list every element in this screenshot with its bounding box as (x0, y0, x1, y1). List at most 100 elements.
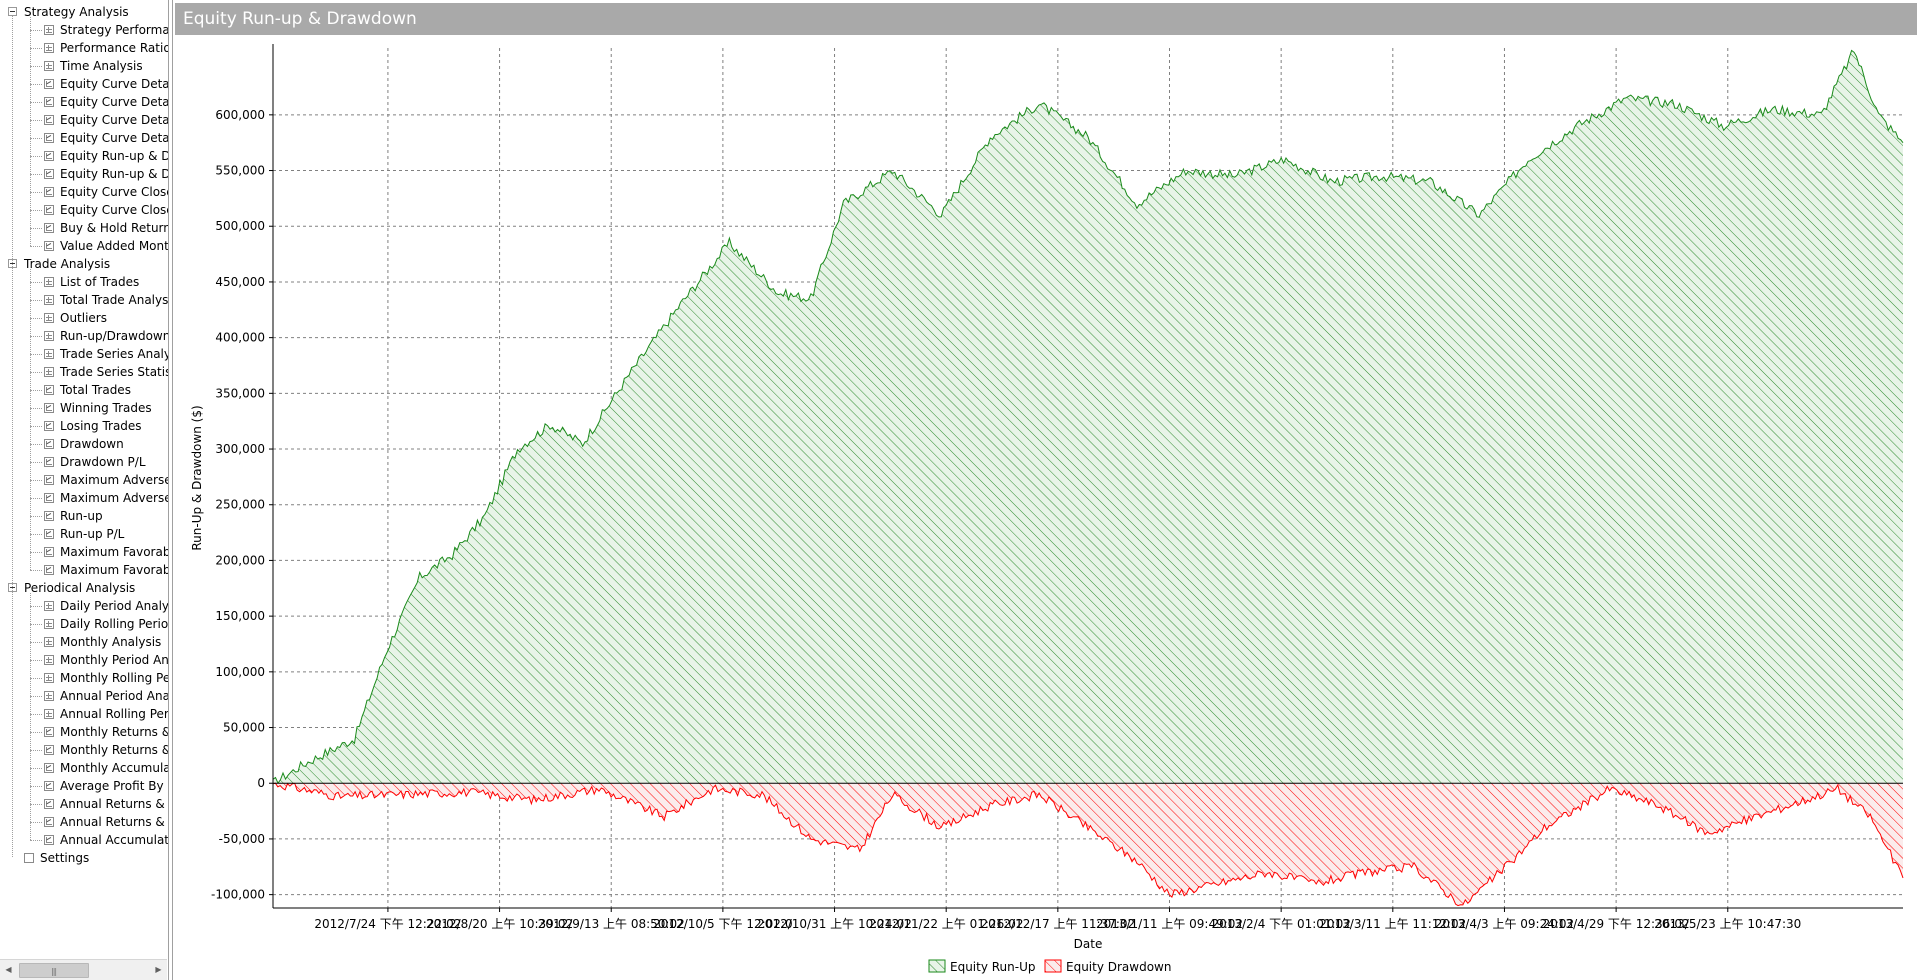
tree-horizontal-scrollbar[interactable]: ◀ ||| ▶ (0, 959, 167, 980)
tree-item[interactable]: Drawdown P/L (0, 453, 168, 471)
tree-item[interactable]: Equity Curve Close (0, 183, 168, 201)
tree-item-label: Drawdown (60, 437, 124, 451)
tree-item[interactable]: Maximum Adverse (0, 471, 168, 489)
tree-connector (30, 768, 42, 769)
tree-item[interactable]: Monthly Analysis (0, 633, 168, 651)
tree-item[interactable]: Total Trades (0, 381, 168, 399)
tree-item[interactable]: Equity Curve Detail (0, 111, 168, 129)
tree-group-2[interactable]: Periodical Analysis (0, 579, 168, 597)
tree-item[interactable]: Annual Returns & D (0, 795, 168, 813)
tree-item[interactable]: Performance Ratios (0, 39, 168, 57)
tree-item[interactable]: Equity Curve Close (0, 201, 168, 219)
tree-item[interactable]: Winning Trades (0, 399, 168, 417)
tree-item[interactable]: Monthly Rolling Pe (0, 669, 168, 687)
tree-connector (30, 642, 42, 643)
y-axis-label: Run-Up & Drawdown ($) (190, 405, 204, 550)
tree-item[interactable]: Total Trade Analysi (0, 291, 168, 309)
report-chart-icon (44, 439, 54, 449)
tree-item[interactable]: Buy & Hold Return (0, 219, 168, 237)
tree-connector (30, 552, 42, 553)
tree-item-label: Equity Curve Close (60, 185, 168, 199)
tree-item[interactable]: Maximum Favorab (0, 561, 168, 579)
tree-settings-label: Settings (40, 851, 90, 865)
tree-group-1[interactable]: Trade Analysis (0, 255, 168, 273)
report-chart-icon (44, 835, 54, 845)
tree-item[interactable]: Monthly Accumulat (0, 759, 168, 777)
tree-item-label: Performance Ratios (60, 41, 168, 55)
tree-group-label: Trade Analysis (24, 257, 111, 271)
tree-connector (30, 696, 42, 697)
tree-item-label: Trade Series Statist (60, 365, 168, 379)
tree-item[interactable]: Trade Series Analys (0, 345, 168, 363)
tree-item[interactable]: Run-up (0, 507, 168, 525)
report-chart-icon (44, 187, 54, 197)
tree-item[interactable]: Monthly Period Ana (0, 651, 168, 669)
tree-item-label: Equity Curve Close (60, 203, 168, 217)
tree-item-label: Equity Run-up & Dr (60, 167, 168, 181)
tree-item[interactable]: Value Added Mont (0, 237, 168, 255)
x-tick-label: 2012/7/24 下午 12:22:02 (314, 917, 461, 931)
tree-item-label: Equity Curve Detail (60, 77, 168, 91)
tree-item[interactable]: Strategy Performar (0, 21, 168, 39)
tree-item[interactable]: Annual Period Anal (0, 687, 168, 705)
report-table-icon (44, 673, 54, 683)
tree-item-label: Equity Run-up & Dr (60, 149, 168, 163)
tree-connector (30, 534, 42, 535)
tree-connector (30, 282, 42, 283)
report-table-icon (44, 709, 54, 719)
tree-item[interactable]: Equity Curve Detail (0, 129, 168, 147)
tree-item[interactable]: Annual Accumulativ (0, 831, 168, 849)
scrollbar-thumb[interactable]: ||| (19, 963, 89, 978)
y-tick-label: 500,000 (215, 219, 265, 233)
report-table-icon (44, 313, 54, 323)
scroll-right-arrow-icon[interactable]: ▶ (155, 965, 162, 974)
tree-group-0[interactable]: Strategy Analysis (0, 3, 168, 21)
tree-connector (30, 66, 42, 67)
tree-connector (30, 17, 31, 246)
x-tick-label: 2012/10/5 下午 12:02:0 (653, 917, 792, 931)
tree-item[interactable]: Monthly Returns & (0, 741, 168, 759)
report-table-icon (44, 349, 54, 359)
tree-item[interactable]: Equity Curve Detail (0, 93, 168, 111)
tree-item[interactable]: Daily Rolling Perioc (0, 615, 168, 633)
tree-item[interactable]: Outliers (0, 309, 168, 327)
report-chart-icon (44, 403, 54, 413)
y-tick-label: 100,000 (215, 665, 265, 679)
tree-item[interactable]: Time Analysis (0, 57, 168, 75)
tree-settings-item[interactable]: Settings (0, 849, 168, 867)
report-chart-icon (44, 97, 54, 107)
tree-item[interactable]: Equity Curve Detail (0, 75, 168, 93)
report-chart-icon (44, 727, 54, 737)
tree-item[interactable]: Average Profit By M (0, 777, 168, 795)
tree-item[interactable]: Run-up/Drawdown (0, 327, 168, 345)
report-chart-icon (44, 565, 54, 575)
tree-item[interactable]: Equity Run-up & Dr (0, 147, 168, 165)
tree-item[interactable]: Daily Period Analys (0, 597, 168, 615)
tree-connector (12, 16, 13, 857)
tree-item[interactable]: Run-up P/L (0, 525, 168, 543)
tree-connector (30, 48, 42, 49)
tree-item[interactable]: Maximum Adverse (0, 489, 168, 507)
collapse-icon[interactable] (8, 7, 17, 16)
tree-item[interactable]: List of Trades (0, 273, 168, 291)
tree-item[interactable]: Losing Trades (0, 417, 168, 435)
tree-item-label: Annual Period Anal (60, 689, 168, 703)
tree-item[interactable]: Maximum Favorab (0, 543, 168, 561)
tree-item[interactable]: Drawdown (0, 435, 168, 453)
tree-item[interactable]: Annual Returns & D (0, 813, 168, 831)
tree-item-label: Outliers (60, 311, 107, 325)
tree-connector (30, 462, 42, 463)
tree-item-label: Daily Period Analys (60, 599, 168, 613)
report-chart-icon (44, 151, 54, 161)
y-tick-label: 350,000 (215, 386, 265, 400)
tree-connector (30, 426, 42, 427)
tree-item[interactable]: Annual Rolling Peri (0, 705, 168, 723)
tree-item[interactable]: Trade Series Statist (0, 363, 168, 381)
tree-item[interactable]: Equity Run-up & Dr (0, 165, 168, 183)
tree-connector (30, 300, 42, 301)
y-tick-label: 300,000 (215, 442, 265, 456)
tree-item[interactable]: Monthly Returns & (0, 723, 168, 741)
tree-connector (30, 390, 42, 391)
x-tick-label: 2012/11/22 上午 01:26:02 (869, 917, 1024, 931)
scroll-left-arrow-icon[interactable]: ◀ (5, 965, 12, 974)
